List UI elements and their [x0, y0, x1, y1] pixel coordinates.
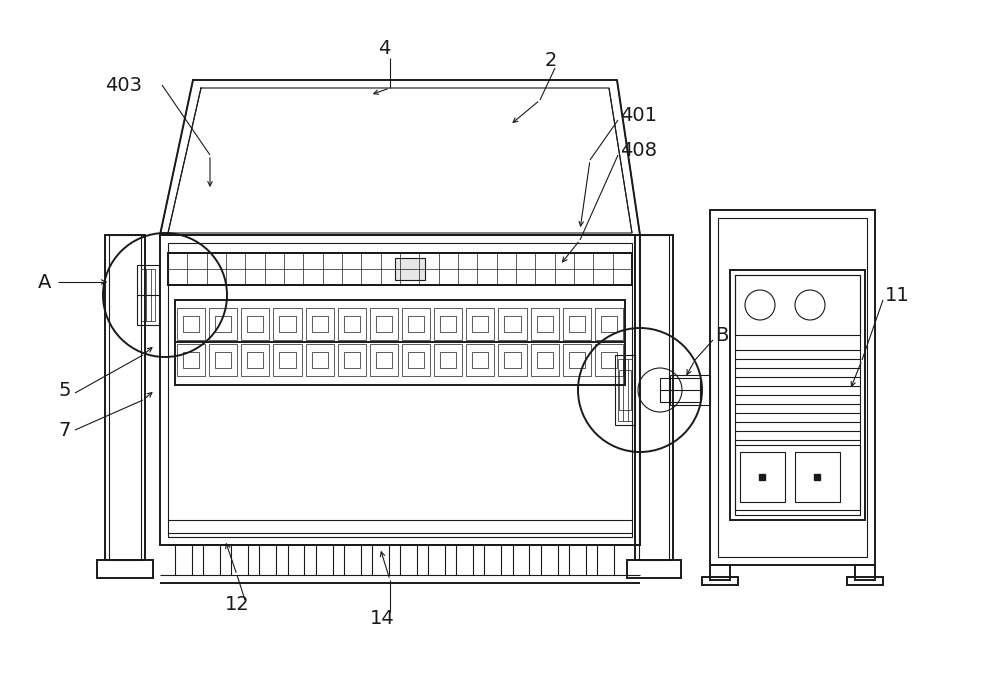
Bar [370, 308, 398, 340]
Bar [137, 265, 159, 325]
Bar [498, 308, 527, 340]
Bar [531, 308, 559, 340]
Bar [735, 445, 860, 510]
Bar [177, 308, 205, 340]
Bar [670, 375, 710, 405]
Bar [338, 308, 366, 340]
Bar [569, 316, 585, 332]
Bar [730, 270, 865, 520]
Bar [440, 316, 456, 332]
Bar [434, 308, 462, 340]
Bar [241, 344, 269, 376]
Bar [440, 352, 456, 368]
Bar [472, 316, 488, 332]
Text: 401: 401 [620, 105, 657, 124]
Bar [635, 235, 673, 560]
Bar [183, 352, 199, 368]
Bar [595, 344, 623, 376]
Bar [710, 565, 730, 580]
Bar [718, 218, 867, 557]
Bar [855, 565, 875, 580]
Bar [504, 352, 521, 368]
Text: 4: 4 [378, 38, 390, 58]
Bar [177, 344, 205, 376]
Bar [795, 452, 840, 502]
Bar [247, 352, 263, 368]
Bar [537, 352, 553, 368]
Bar [627, 560, 681, 578]
Bar [735, 275, 860, 335]
Bar [168, 243, 632, 537]
Text: 7: 7 [58, 421, 70, 439]
Text: 12: 12 [225, 595, 250, 614]
Bar [344, 352, 360, 368]
Text: 14: 14 [370, 609, 395, 627]
Bar [563, 344, 591, 376]
Bar [209, 308, 237, 340]
Bar [279, 316, 296, 332]
Text: 403: 403 [105, 76, 142, 94]
Bar [338, 344, 366, 376]
Bar [847, 577, 883, 585]
Bar [408, 316, 424, 332]
Bar [531, 344, 559, 376]
Bar [241, 308, 269, 340]
Bar [595, 308, 623, 340]
Bar [109, 235, 141, 560]
Bar [408, 352, 424, 368]
Bar [306, 308, 334, 340]
Bar [215, 316, 231, 332]
Bar [660, 378, 700, 402]
Bar [370, 344, 398, 376]
Bar [702, 577, 738, 585]
Bar [312, 352, 328, 368]
Bar [273, 308, 302, 340]
Bar [160, 235, 640, 545]
Bar [312, 316, 328, 332]
Bar [402, 308, 430, 340]
Bar [619, 370, 631, 410]
Bar [537, 316, 553, 332]
Bar [183, 316, 199, 332]
Bar [402, 344, 430, 376]
Text: B: B [715, 325, 728, 344]
Bar [639, 235, 669, 560]
Text: 11: 11 [885, 285, 910, 305]
Bar [344, 316, 360, 332]
Bar [498, 344, 527, 376]
Bar [615, 355, 635, 425]
Bar [563, 308, 591, 340]
Bar [735, 275, 860, 515]
Bar [466, 344, 494, 376]
Bar [168, 253, 632, 285]
Bar [710, 210, 875, 565]
Bar [618, 359, 632, 421]
Text: 2: 2 [545, 51, 557, 69]
Bar [601, 316, 617, 332]
Bar [569, 352, 585, 368]
Bar [504, 316, 521, 332]
Bar [466, 308, 494, 340]
Bar [740, 452, 785, 502]
Text: 408: 408 [620, 140, 657, 160]
Bar [209, 344, 237, 376]
Bar [395, 258, 425, 280]
Bar [141, 269, 155, 321]
Bar [175, 300, 625, 385]
Bar [279, 352, 296, 368]
Bar [376, 352, 392, 368]
Bar [97, 560, 153, 578]
Bar [472, 352, 488, 368]
Text: A: A [38, 273, 51, 291]
Bar [376, 316, 392, 332]
Bar [247, 316, 263, 332]
Text: 5: 5 [58, 380, 70, 400]
Bar [105, 235, 145, 560]
Bar [273, 344, 302, 376]
Bar [215, 352, 231, 368]
Bar [434, 344, 462, 376]
Bar [601, 352, 617, 368]
Bar [306, 344, 334, 376]
